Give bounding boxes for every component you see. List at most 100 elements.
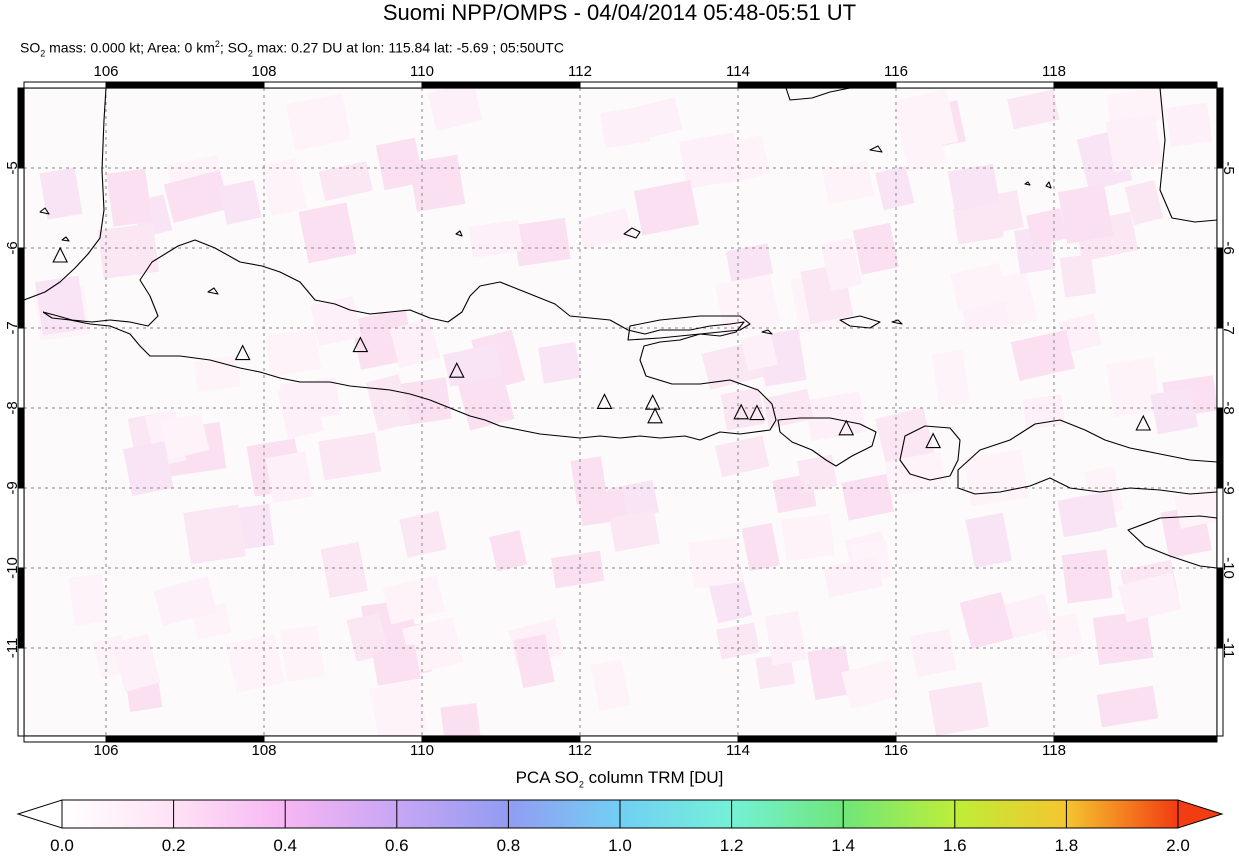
so2-pixel [1059,254,1097,298]
lon-label-top: 116 [884,63,908,80]
lat-label-left: -5 [4,161,21,174]
so2-pixel [371,644,421,686]
so2-pixel [1106,357,1162,418]
kalimantan-coast [785,88,851,101]
so2-pixel [153,576,217,627]
volcano-triangle [749,404,765,421]
frame-segment-right [1216,487,1224,569]
so2-pixel [427,88,483,132]
so2-pixel [163,170,230,224]
so2-pixel [609,509,660,552]
so2-pixel [590,658,631,712]
so2-pixel [183,504,246,565]
lon-label-bottom: 110 [410,742,434,759]
volcano-triangle [234,344,251,361]
frame-segment-left [17,567,25,649]
so2-pixel [874,165,915,211]
lat-label-left: -8 [4,401,21,414]
frame-segment-top [895,81,1055,89]
so2-pixel [964,449,1029,506]
max-text: max: 0.27 DU at lon: 115.84 lat: -5.69 ;… [252,39,564,56]
so2-pixel [408,154,466,212]
so2-pixel [1096,685,1159,728]
frame-segment-bottom [1053,735,1218,743]
colorbar-title: PCA SO2 column TRM [DU] [0,768,1239,789]
lat-label-right: -8 [1220,401,1237,414]
so2-pixel [538,341,581,384]
so2-pixel [399,511,447,558]
java-north-coast [42,239,777,441]
so2-pixel [1118,572,1182,623]
so2-pixel [310,295,362,347]
so2-pixel [822,161,875,205]
axis-labels: 106 106 108 108 110 110 112 112 114 114 116 116 118 1… [4,63,1237,759]
sumbawa-island [957,419,1217,495]
kalimantan-east [1159,88,1217,223]
so2-pixel [797,454,838,493]
frame-segment-top [579,81,739,89]
so2-pixel [909,628,957,678]
lat-label-right: -10 [1220,557,1237,579]
colorbar-label: 1.0 [608,836,632,855]
so2-pixel [226,633,286,694]
so2-pixel [1057,183,1114,244]
so2-pixel [1058,313,1102,354]
volcano-triangle [596,393,613,409]
colorbar-label: 1.2 [719,836,744,855]
frame-segment-right [1216,567,1224,649]
so2-pixel [320,542,368,599]
frame-segment-left [17,247,25,329]
lat-label-right: -6 [1220,241,1237,254]
frame-segment-bottom [263,735,423,743]
so2-pixel [570,456,608,505]
so2-label-2: ; SO [219,39,248,56]
volcano-triangle [838,419,855,436]
lon-label-bottom: 112 [568,742,592,759]
so2-pixel [841,659,901,709]
so2-pixel [1061,549,1113,604]
colorbar-label: 0.8 [496,836,521,855]
so2-pixel [714,273,781,337]
colorbar-label: 0.0 [50,836,74,855]
frame-segment-right [1216,167,1224,249]
lon-label-top: 108 [251,63,276,80]
lat-label-right: -11 [1220,638,1237,659]
so2-pixel [382,574,446,625]
frame-segment-top [105,81,265,89]
so2-pixel [1124,180,1164,226]
colorbar-label: 0.6 [384,836,409,855]
so2-pixel [285,93,352,151]
colorbar-label: 1.8 [1054,836,1079,855]
colorbar-under-arrow [16,799,63,829]
so2-pixel [440,702,481,736]
lat-label-right: -7 [1220,321,1237,334]
frame-segment-bottom [421,735,581,743]
colorbar-label: 0.2 [161,836,186,855]
lat-label-right: -9 [1220,481,1237,494]
so2-pixel [368,679,429,736]
frame-segment-bottom [579,735,739,743]
so2-pixel [950,262,1008,312]
lat-label-left: -7 [4,321,21,334]
map-title: Suomi NPP/OMPS - 04/04/2014 05:48-05:51 … [382,0,857,25]
mass-area-text: mass: 0.000 kt; Area: 0 km [45,39,215,56]
kangean-islands [761,315,903,335]
so2-pixel [39,167,83,220]
so2-pixel [346,612,389,662]
so2-pixel [1165,102,1213,147]
so2-pixel [900,120,947,172]
so2-pixel [389,318,441,368]
bawean-island [623,227,641,239]
lon-label-top: 110 [410,63,434,80]
so2-pixel [1022,394,1065,430]
so2-pixel [551,550,605,589]
lat-label-left: -9 [4,481,21,494]
colorbar-label: 1.6 [942,836,967,855]
frame-segment-right [1216,407,1224,489]
colorbar-label: 1.4 [831,836,856,855]
frame-segment-left [17,167,25,249]
volcano-triangle [644,393,661,410]
so2-pixel [630,97,683,141]
lon-label-bottom: 116 [884,742,908,759]
so2-pixel [1105,114,1164,173]
